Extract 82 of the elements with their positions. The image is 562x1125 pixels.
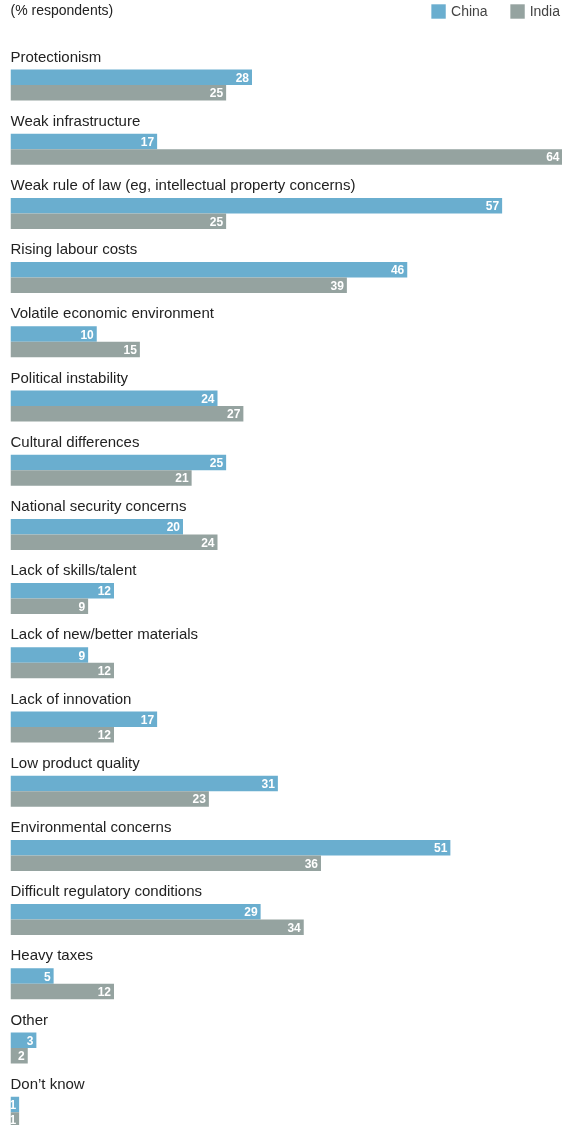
y-tick-label: Heavy taxes	[10, 946, 94, 964]
y-tick-label: Protectionism	[10, 47, 102, 65]
y-tick-label: Volatile economic environment	[10, 304, 215, 322]
data-label: 9	[78, 599, 86, 614]
bar	[10, 647, 89, 663]
bar	[10, 775, 278, 792]
data-label: 12	[97, 664, 112, 679]
y-tick-label: Cultural differences	[10, 432, 140, 450]
bar	[10, 711, 158, 727]
data-label: 39	[330, 278, 345, 293]
data-label: 25	[209, 214, 224, 229]
data-label: 25	[209, 86, 224, 101]
bar	[10, 727, 114, 743]
data-label: 64	[546, 150, 560, 165]
bar	[10, 85, 227, 101]
data-label: 5	[43, 969, 51, 984]
bar	[10, 133, 158, 150]
bar	[10, 919, 304, 936]
y-tick-label: Weak infrastructure	[10, 111, 141, 129]
y-tick-label: Don’t know	[10, 1074, 85, 1092]
bar	[10, 583, 114, 599]
y-tick-label: Low product quality	[10, 753, 141, 771]
bar	[10, 968, 54, 984]
y-tick-label: National security concerns	[10, 496, 187, 514]
bar	[10, 855, 321, 871]
bar	[10, 518, 183, 535]
bar	[10, 149, 562, 165]
bar	[10, 406, 244, 422]
bar	[10, 791, 209, 807]
bar	[10, 262, 408, 278]
data-label: 46	[390, 263, 405, 278]
data-label: 3	[26, 1033, 34, 1048]
bar	[10, 598, 89, 615]
y-tick-label: Difficult regulatory conditions	[10, 882, 202, 900]
bar	[10, 197, 503, 214]
data-label: 24	[201, 391, 215, 406]
legend-label: India	[529, 3, 560, 19]
bar	[10, 69, 252, 85]
y-tick-label: Political instability	[10, 368, 129, 386]
y-tick-label: Environmental concerns	[10, 817, 172, 835]
data-label: 12	[97, 584, 112, 599]
data-label: 15	[123, 343, 138, 358]
y-tick-label: Lack of new/better materials	[10, 625, 199, 643]
data-label: 21	[175, 471, 189, 486]
y-tick-label: Lack of innovation	[10, 689, 132, 707]
data-label: 28	[235, 70, 250, 85]
y-tick-label: Weak rule of law (eg, intellectual property concerns)	[10, 175, 356, 193]
bar	[10, 390, 218, 406]
bar	[10, 983, 114, 1000]
chart-subtitle: (% respondents)	[10, 1, 114, 18]
bar	[10, 839, 451, 856]
data-label: 17	[140, 712, 155, 727]
data-label: 24	[201, 535, 215, 550]
bar	[10, 662, 114, 679]
data-label: 12	[97, 985, 112, 1000]
data-label: 20	[166, 520, 181, 535]
data-label: 31	[261, 776, 276, 791]
bar	[10, 904, 261, 920]
data-label: 25	[209, 455, 224, 470]
y-tick-label: Other	[10, 1010, 49, 1028]
data-label: 2	[18, 1049, 26, 1064]
bar	[10, 341, 140, 358]
data-label: 23	[192, 792, 207, 807]
bar	[10, 454, 227, 471]
data-label: 17	[140, 134, 155, 149]
data-label: 51	[434, 841, 448, 856]
data-label: 12	[97, 728, 112, 743]
data-label: 34	[287, 920, 302, 935]
y-tick-label: Lack of skills/talent	[10, 561, 138, 579]
data-label: 27	[227, 407, 241, 422]
data-label: 10	[80, 327, 95, 342]
legend-label: China	[451, 3, 488, 19]
bar	[10, 534, 218, 550]
y-tick-label: Rising labour costs	[10, 240, 138, 258]
bar	[10, 470, 192, 486]
bar	[10, 213, 227, 229]
data-label: 57	[485, 199, 500, 214]
data-label: 9	[78, 648, 86, 663]
bar	[10, 277, 347, 294]
data-label: 29	[244, 905, 258, 920]
bar	[10, 326, 97, 342]
data-label: 36	[304, 856, 319, 871]
